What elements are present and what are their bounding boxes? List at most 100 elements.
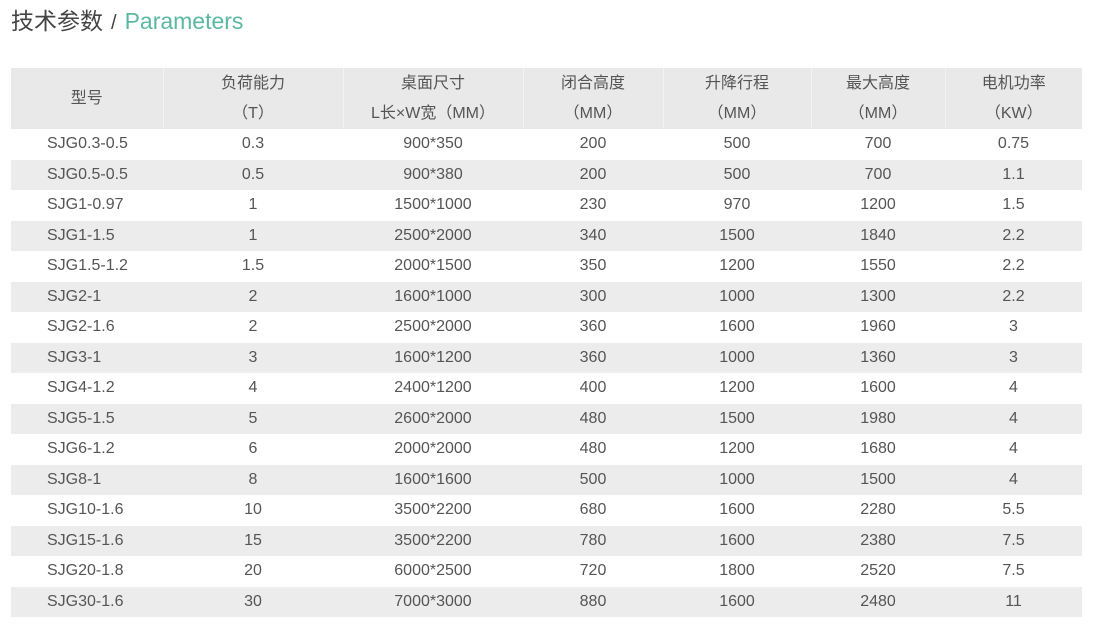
table-cell: 8 [248, 470, 258, 488]
table-row: SJG10-1.6 10 3500*2200 680 1600 2280 5.5 [11, 495, 1082, 526]
table-cell: 300 [579, 287, 607, 305]
table-cell: 5 [248, 409, 258, 427]
table-cell: 1600 [860, 379, 896, 397]
table-cell: SJG6-1.2 [47, 440, 115, 458]
table-cell: 400 [579, 379, 607, 397]
header-label: 负荷能力 [220, 74, 285, 92]
table-cell: 7.5 [1002, 562, 1025, 580]
table-cell: 2380 [860, 531, 896, 549]
table-cell: 0.75 [997, 135, 1030, 153]
table-cell: 1 [248, 226, 258, 244]
header-unit: （MM） [848, 104, 908, 122]
table-cell: 6000*2500 [394, 562, 472, 580]
table-cell: SJG0.3-0.5 [47, 135, 128, 153]
table-cell: SJG1-0.97 [47, 196, 124, 214]
table-cell: 2600*2000 [394, 409, 472, 427]
table-cell: 1600 [719, 318, 755, 336]
table-cell: 1200 [719, 257, 755, 275]
table-cell: 2000*2000 [394, 440, 472, 458]
table-cell: SJG2-1.6 [47, 318, 115, 336]
column-header: 最大高度 （MM） [810, 68, 945, 129]
table-cell: 1550 [860, 257, 896, 275]
table-row: SJG2-1.6 2 2500*2000 360 1600 1960 3 [11, 312, 1082, 343]
section-title: 技术参数 / Parameters [11, 6, 243, 38]
table-cell: 4 [248, 379, 258, 397]
table-row: SJG1-0.97 1 1500*1000 230 970 1200 1.5 [11, 190, 1082, 221]
table-cell: 2 [248, 318, 258, 336]
table-cell: 360 [579, 348, 607, 366]
header-unit: （MM） [563, 104, 623, 122]
table-cell: 1.5 [1002, 196, 1025, 214]
table-cell: 4 [1009, 440, 1018, 458]
table-row: SJG3-1 3 1600*1200 360 1000 1360 3 [11, 342, 1082, 373]
table-cell: 780 [579, 531, 607, 549]
table-cell: 0.5 [241, 165, 265, 183]
title-english: Parameters [124, 8, 244, 34]
table-cell: 1600*1200 [394, 348, 472, 366]
table-row: SJG30-1.6 30 7000*3000 880 1600 2480 11 [11, 586, 1082, 617]
table-cell: 2500*2000 [394, 226, 472, 244]
table-cell: 1300 [860, 287, 896, 305]
header-label: 电机功率 [981, 74, 1046, 92]
table-cell: 900*350 [403, 135, 463, 153]
table-header-row: 型号 负荷能力 （T） 桌面尺寸 L长×W宽（MM） 闭合高度 （MM） 升降行程 （MM） 最大… [11, 68, 1082, 129]
title-separator: / [111, 12, 117, 34]
table-cell: SJG20-1.8 [47, 562, 124, 580]
header-unit: （MM） [707, 104, 767, 122]
table-cell: 1600 [719, 501, 755, 519]
table-cell: 360 [579, 318, 607, 336]
table-cell: 2000*1500 [394, 257, 472, 275]
table-cell: 1800 [719, 562, 755, 580]
parameters-table: 型号 负荷能力 （T） 桌面尺寸 L长×W宽（MM） 闭合高度 （MM） 升降行程 （MM） 最大… [11, 68, 1082, 617]
table-cell: 4 [1009, 409, 1018, 427]
table-cell: 1960 [860, 318, 896, 336]
table-cell: SJG2-1 [47, 287, 102, 305]
table-row: SJG5-1.5 5 2600*2000 480 1500 1980 4 [11, 403, 1082, 434]
table-cell: 480 [579, 440, 607, 458]
table-row: SJG2-1 2 1600*1000 300 1000 1300 2.2 [11, 281, 1082, 312]
table-cell: 3 [1009, 318, 1018, 336]
table-cell: 1500 [719, 226, 755, 244]
table-cell: 1500 [719, 409, 755, 427]
table-cell: 200 [579, 165, 607, 183]
column-header: 升降行程 （MM） [662, 68, 811, 129]
table-cell: 1.1 [1002, 165, 1025, 183]
header-label: 桌面尺寸 [400, 74, 465, 92]
table-cell: 1980 [860, 409, 896, 427]
table-cell: 15 [244, 531, 262, 549]
table-cell: 1000 [719, 348, 755, 366]
table-row: SJG20-1.8 20 6000*2500 720 1800 2520 7.5 [11, 556, 1082, 587]
table-cell: 680 [579, 501, 607, 519]
table-cell: SJG4-1.2 [47, 379, 115, 397]
table-row: SJG1-1.5 1 2500*2000 340 1500 1840 2.2 [11, 220, 1082, 251]
header-label: 最大高度 [845, 74, 910, 92]
column-header: 型号 [11, 68, 163, 129]
table-cell: 900*380 [403, 165, 463, 183]
table-cell: 230 [579, 196, 607, 214]
table-cell: 2280 [860, 501, 896, 519]
table-cell: 500 [579, 470, 607, 488]
table-cell: 1600 [719, 531, 755, 549]
table-cell: 1200 [719, 379, 755, 397]
table-body: SJG0.3-0.5 0.3 900*350 200 500 700 0.75 SJG0.5-… [11, 129, 1082, 617]
table-cell: 1360 [860, 348, 896, 366]
header-unit: L长×W宽（MM） [370, 104, 495, 122]
table-cell: 7000*3000 [394, 592, 472, 610]
table-cell: 3500*2200 [394, 531, 472, 549]
table-cell: SJG15-1.6 [47, 531, 124, 549]
table-cell: 1000 [719, 470, 755, 488]
header-label: 型号 [70, 89, 103, 107]
header-unit: （KW） [984, 104, 1043, 122]
table-cell: 11 [1005, 592, 1022, 610]
table-cell: 4 [1009, 379, 1018, 397]
table-cell: 1000 [719, 287, 755, 305]
table-cell: 3 [248, 348, 258, 366]
column-header: 电机功率 （KW） [944, 68, 1082, 129]
table-cell: SJG1.5-1.2 [47, 257, 128, 275]
table-cell: 2.2 [1002, 287, 1025, 305]
table-row: SJG4-1.2 4 2400*1200 400 1200 1600 4 [11, 373, 1082, 404]
header-label: 升降行程 [704, 74, 769, 92]
table-row: SJG15-1.6 15 3500*2200 780 1600 2380 7.5 [11, 525, 1082, 556]
table-cell: 1.5 [241, 257, 265, 275]
table-cell: 500 [723, 165, 751, 183]
